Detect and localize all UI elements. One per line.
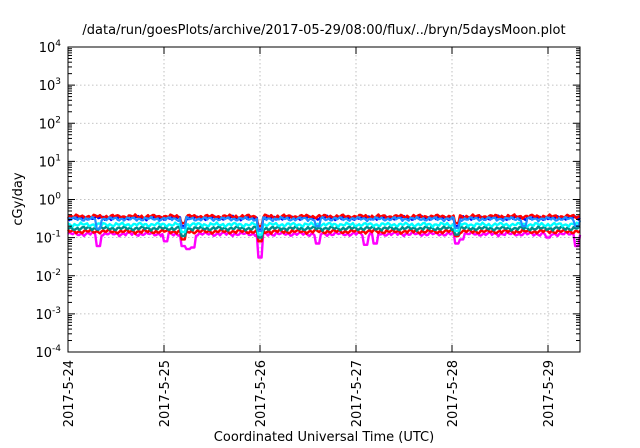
- y-tick-label: 10-3: [35, 306, 61, 323]
- x-tick-label: 2017-5-27: [350, 360, 365, 427]
- series-line-6: [67, 215, 582, 232]
- x-tick-label: 2017-5-29: [542, 360, 557, 427]
- y-tick-label: 102: [39, 115, 61, 132]
- chart-title: /data/run/goesPlots/archive/2017-05-29/0…: [82, 23, 565, 38]
- y-tick-label: 103: [39, 77, 61, 94]
- x-axis-label: Coordinated Universal Time (UTC): [214, 430, 434, 445]
- series-line-1: [67, 228, 581, 243]
- y-tick-label: 10-2: [35, 268, 61, 285]
- series-line-2: [67, 225, 581, 239]
- y-tick-label: 10-4: [35, 344, 61, 361]
- x-tick-label: 2017-5-26: [254, 360, 269, 427]
- x-tick-label: 2017-5-28: [446, 360, 461, 427]
- y-tick-label: 104: [39, 39, 62, 56]
- x-tick-label: 2017-5-24: [62, 360, 77, 427]
- x-axis: 2017-5-24 2017-5-25 2017-5-26 2017-5-27 2017…: [62, 47, 557, 427]
- x-tick-label: 2017-5-25: [158, 360, 173, 427]
- series-line-0: [67, 230, 582, 259]
- y-axis-label: cGy/day: [11, 172, 26, 226]
- y-axis: 10-4 10-3 10-2 10-1 100 101 102 103 104: [35, 39, 580, 361]
- grid: [68, 47, 580, 352]
- y-tick-label: 100: [39, 192, 62, 209]
- series-group: [67, 213, 582, 259]
- y-tick-label: 10-1: [35, 230, 61, 247]
- y-tick-label: 101: [39, 153, 61, 170]
- series-line-3: [67, 221, 581, 236]
- series-line-5: [67, 213, 581, 228]
